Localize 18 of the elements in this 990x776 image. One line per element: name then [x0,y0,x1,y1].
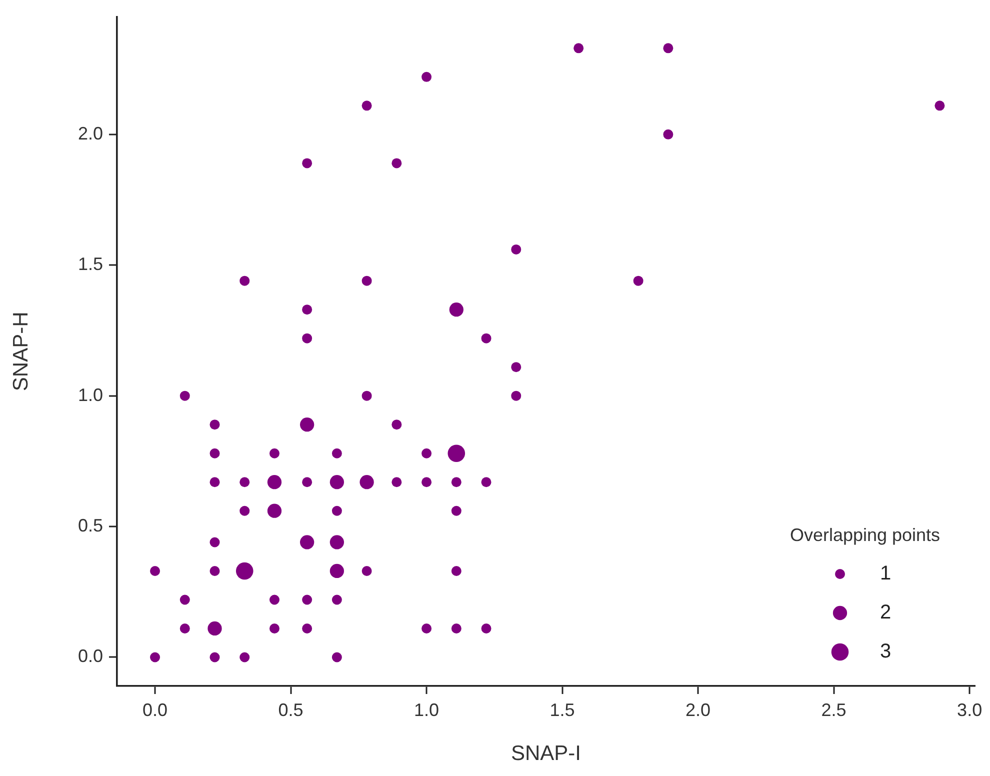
x-tick-label: 2.0 [686,700,711,720]
y-tick-label: 2.0 [78,123,103,144]
y-tick-label: 0.0 [78,646,103,666]
x-tick-label: 0.5 [278,700,304,720]
x-tick-label: 3.0 [957,700,982,720]
y-axis-title: SNAP-H [9,312,32,392]
legend-label: 3 [880,640,892,663]
x-tick-label: 1.5 [550,700,575,720]
x-tick-label: 0.0 [142,700,168,720]
x-tick-label: 2.5 [821,700,846,720]
y-tick-label: 0.5 [78,516,103,536]
legend-label: 1 [880,562,892,585]
x-tick-label: 1.0 [414,700,440,720]
legend-label: 2 [880,602,892,624]
y-tick-label: 1.0 [78,384,103,405]
y-tick-label: 1.5 [78,254,103,274]
legend-title: Overlapping points [790,524,940,545]
x-axis-title: SNAP-I [510,742,582,766]
